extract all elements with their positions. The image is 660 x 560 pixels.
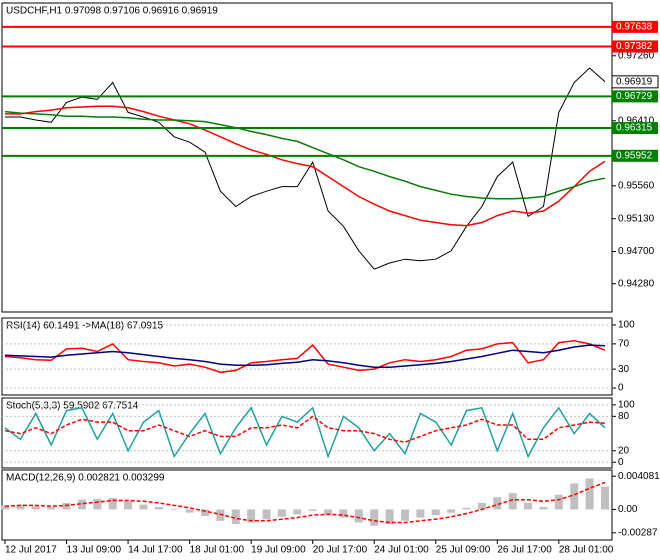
histogram-bar	[339, 509, 348, 518]
x-tick-label: 25 Jul 09:00	[436, 545, 491, 556]
x-tick-label: 19 Jul 09:00	[251, 545, 306, 556]
histogram-bar	[247, 509, 256, 523]
y-tick-label: 0.96410	[618, 115, 655, 126]
histogram-bar	[585, 478, 594, 510]
histogram-bar	[77, 499, 86, 510]
y-tick-label: -0.00287	[618, 527, 658, 538]
x-tick-label: 26 Jul 17:00	[497, 545, 552, 556]
y-tick-label: 100	[618, 400, 635, 411]
y-tick-label: 20	[618, 445, 630, 456]
series-line	[5, 105, 606, 227]
histogram-bar	[447, 509, 456, 513]
level-label-box	[612, 122, 658, 135]
histogram-bar	[601, 486, 609, 510]
last-price-box	[611, 75, 659, 89]
histogram-bar	[124, 501, 133, 510]
level-label: 0.96315	[616, 123, 653, 134]
panel-frame	[1, 317, 613, 396]
y-tick-label: 0	[618, 383, 624, 394]
series-line	[4, 406, 606, 459]
x-tick-label: 12 Jul 2017	[5, 545, 57, 556]
histogram-bar	[277, 509, 286, 517]
histogram-bar	[108, 498, 117, 510]
series-line	[4, 344, 606, 368]
series-line	[4, 110, 606, 200]
histogram-bar	[47, 506, 56, 510]
histogram-bar	[308, 509, 317, 512]
panel-title: USDCHF,H1 0.97098 0.97106 0.96916 0.9691…	[6, 6, 218, 17]
y-tick-label: 0.004081	[618, 471, 660, 482]
histogram-bar	[262, 509, 271, 520]
y-tick-label: 100	[618, 320, 635, 331]
y-tick-label: 0.94280	[618, 278, 655, 289]
y-tick-label: 0.95130	[618, 213, 655, 224]
x-tick-label: 13 Jul 09:00	[67, 545, 122, 556]
level-label-box	[612, 149, 658, 162]
histogram-bar	[231, 509, 240, 525]
level-label: 0.96729	[616, 91, 653, 102]
level-label: 0.97382	[616, 41, 653, 52]
level-label: 0.95952	[616, 150, 653, 161]
x-tick-label: 18 Jul 01:00	[190, 545, 245, 556]
last-price-label: 0.96919	[616, 76, 653, 87]
histogram-bar	[354, 509, 363, 523]
histogram-bar	[293, 509, 302, 515]
histogram-bar	[201, 509, 209, 516]
series-line	[4, 415, 606, 443]
histogram-bar	[554, 494, 563, 510]
histogram-bar	[431, 509, 440, 516]
y-tick-label: 0.00	[618, 504, 638, 515]
histogram-bar	[401, 509, 409, 521]
level-label: 0.97638	[616, 22, 653, 33]
histogram-bar	[324, 509, 333, 515]
panel-frame	[1, 469, 613, 541]
series-line	[4, 481, 606, 524]
histogram-bar	[139, 504, 148, 510]
y-tick-label: 30	[618, 364, 630, 375]
histogram-bar	[16, 504, 25, 510]
histogram-bar	[170, 509, 179, 510]
panel-title: RSI(14) 60.1491 ->MA(18) 67.0915	[6, 321, 163, 332]
level-label-box	[612, 20, 658, 33]
y-tick-label: 80	[618, 411, 630, 422]
series-line	[4, 339, 606, 374]
histogram-bar	[416, 509, 425, 518]
y-tick-label: 0.97260	[618, 50, 655, 61]
histogram-bar	[216, 509, 225, 521]
x-tick-label: 28 Jul 01:00	[559, 545, 614, 556]
histogram-bar	[62, 502, 71, 510]
histogram-bar	[493, 497, 502, 510]
histogram-bar	[31, 506, 40, 510]
level-label-box	[612, 90, 658, 103]
histogram-bar	[477, 502, 486, 510]
series-line	[5, 67, 606, 270]
y-tick-label: 70	[618, 339, 630, 350]
histogram-bar	[508, 493, 517, 510]
histogram-bar	[185, 509, 194, 513]
x-tick-label: 24 Jul 01:00	[374, 545, 429, 556]
histogram-bar	[539, 506, 548, 510]
panel-title: MACD(12,26,9) 0.002821 0.003299	[6, 473, 165, 484]
histogram-bar	[1, 505, 9, 510]
histogram-bar	[385, 509, 394, 525]
panel-frame	[1, 397, 613, 469]
histogram-bar	[570, 483, 579, 510]
histogram-bar	[524, 502, 533, 510]
y-tick-label: 0.95560	[618, 180, 655, 191]
x-tick-label: 14 Jul 17:00	[128, 545, 183, 556]
panel-title: Stoch(5,3,3) 59.5902 67.7514	[6, 401, 139, 412]
histogram-bar	[154, 506, 163, 510]
histogram-bar	[462, 507, 471, 510]
level-label-box	[612, 40, 658, 53]
histogram-bar	[93, 498, 102, 510]
histogram-bar	[370, 509, 379, 526]
x-tick-label: 20 Jul 17:00	[313, 545, 368, 556]
y-tick-label: 0.94700	[618, 246, 655, 257]
y-tick-label: 0	[618, 457, 624, 468]
